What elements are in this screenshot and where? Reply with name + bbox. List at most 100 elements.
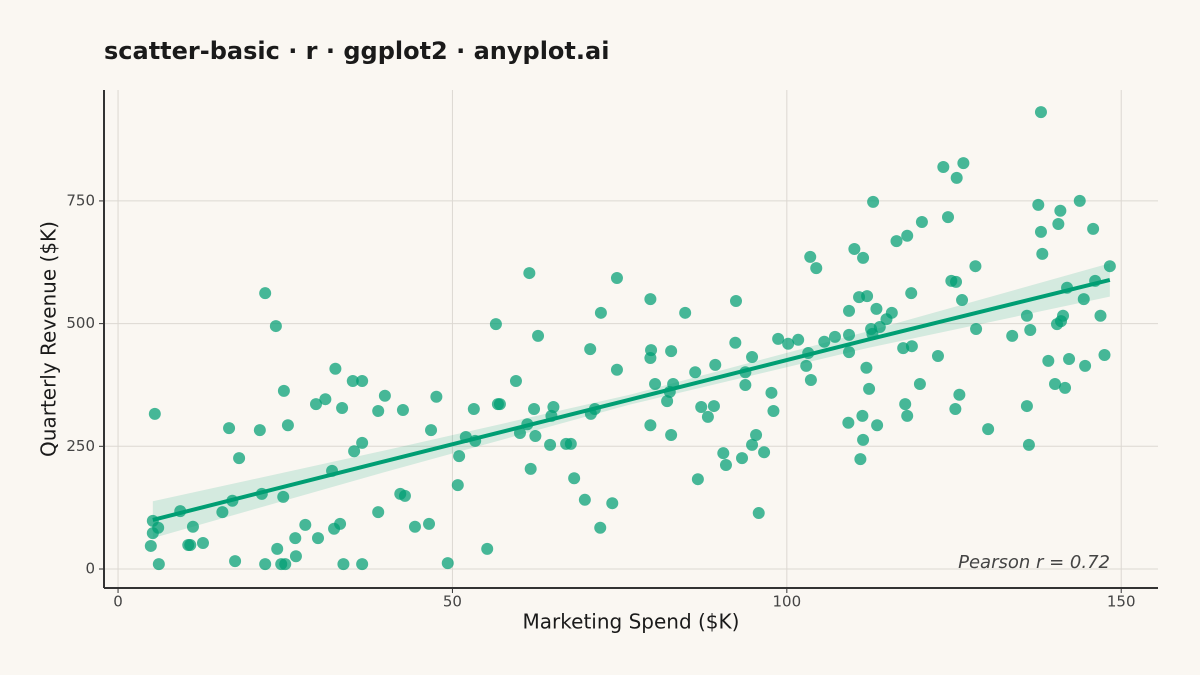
- point: [848, 243, 861, 256]
- point: [857, 251, 870, 264]
- point: [594, 521, 607, 534]
- point: [277, 384, 290, 397]
- point: [969, 260, 982, 273]
- point: [1077, 293, 1090, 306]
- point: [792, 333, 805, 346]
- point: [568, 472, 581, 485]
- point: [289, 550, 302, 563]
- y-tick-label: 0: [85, 560, 95, 578]
- annotation: Pearson r = 0.72: [958, 552, 1110, 573]
- point: [800, 359, 813, 372]
- point: [767, 404, 780, 417]
- point: [467, 403, 480, 416]
- point: [746, 438, 759, 451]
- point: [544, 438, 557, 451]
- point: [1103, 260, 1116, 273]
- point: [184, 538, 197, 551]
- point: [949, 403, 962, 416]
- point: [871, 419, 884, 432]
- point: [152, 558, 165, 571]
- point: [299, 518, 312, 531]
- point: [1034, 225, 1047, 238]
- point: [804, 374, 817, 387]
- point: [144, 539, 157, 552]
- point: [259, 287, 272, 300]
- point: [957, 157, 970, 170]
- point: [804, 250, 817, 263]
- point: [950, 275, 963, 288]
- point: [1032, 198, 1045, 211]
- point: [644, 419, 657, 432]
- point: [408, 520, 421, 533]
- point: [451, 479, 464, 492]
- point: [915, 216, 928, 229]
- x-tick-label: 100: [773, 593, 802, 611]
- point: [856, 409, 869, 422]
- point: [1049, 377, 1062, 390]
- point: [890, 235, 903, 248]
- point: [1073, 194, 1086, 207]
- point: [319, 393, 332, 406]
- point: [1052, 217, 1065, 230]
- point: [594, 306, 607, 319]
- point: [982, 423, 995, 436]
- y-tick-label: 250: [66, 437, 95, 455]
- y-axis-title: Quarterly Revenue ($K): [37, 221, 61, 457]
- point: [564, 437, 577, 450]
- point: [1020, 309, 1033, 322]
- point: [1022, 438, 1035, 451]
- point: [818, 335, 831, 348]
- point: [758, 446, 771, 459]
- point: [1059, 381, 1072, 394]
- point: [810, 262, 823, 275]
- point: [863, 382, 876, 395]
- point: [1079, 359, 1092, 372]
- x-tick-label: 0: [113, 593, 123, 611]
- point: [1006, 329, 1019, 342]
- point: [253, 424, 266, 437]
- point: [356, 375, 369, 388]
- point: [529, 430, 542, 443]
- point: [899, 398, 912, 411]
- point: [913, 377, 926, 390]
- point: [337, 558, 350, 571]
- point: [269, 320, 282, 333]
- point: [148, 407, 161, 420]
- point: [905, 287, 918, 300]
- point: [861, 290, 874, 303]
- y-tick-label: 500: [66, 314, 95, 332]
- point: [765, 386, 778, 399]
- point: [782, 337, 795, 350]
- point: [610, 271, 623, 284]
- point: [1063, 352, 1076, 365]
- point: [453, 450, 466, 463]
- point: [1057, 309, 1070, 322]
- point: [867, 195, 880, 208]
- x-tick-label: 50: [443, 593, 462, 611]
- x-axis-title: Marketing Spend ($K): [523, 610, 740, 634]
- point: [259, 558, 272, 571]
- point: [729, 336, 742, 349]
- point: [152, 521, 165, 534]
- point: [281, 419, 294, 432]
- point: [901, 229, 914, 242]
- trend-line: [152, 277, 1111, 522]
- point: [661, 395, 674, 408]
- point: [953, 388, 966, 401]
- point: [746, 350, 759, 363]
- point: [396, 403, 409, 416]
- point: [729, 295, 742, 308]
- chart-title: scatter-basic · r · ggplot2 · anyplot.ai: [104, 37, 609, 65]
- point: [348, 445, 361, 458]
- point: [707, 400, 720, 413]
- point: [1094, 309, 1107, 322]
- point: [1036, 247, 1049, 260]
- point: [223, 422, 236, 435]
- point: [950, 171, 963, 184]
- point: [524, 462, 537, 475]
- point: [372, 506, 385, 519]
- point: [528, 403, 541, 416]
- point: [271, 542, 284, 555]
- point: [679, 306, 692, 319]
